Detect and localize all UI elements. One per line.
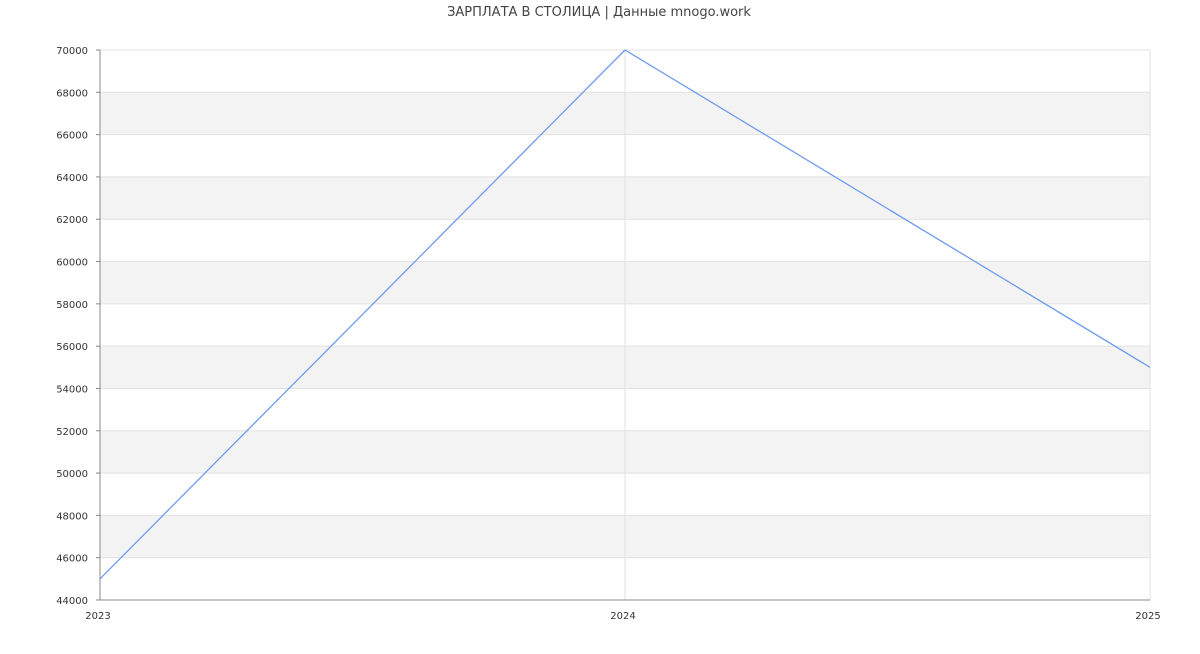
chart-title: ЗАРПЛАТА В СТОЛИЦА | Данные mnogo.work	[447, 5, 751, 20]
y-tick-label: 70000	[56, 46, 88, 57]
x-tick-label: 2024	[610, 611, 635, 622]
y-tick-label: 60000	[56, 258, 88, 269]
y-tick-label: 62000	[56, 215, 88, 226]
y-tick-label: 50000	[56, 469, 88, 480]
y-tick-label: 48000	[56, 511, 88, 522]
x-tick-label: 2023	[85, 611, 110, 622]
y-tick-label: 64000	[56, 173, 88, 184]
y-tick-label: 54000	[56, 384, 88, 395]
y-tick-label: 58000	[56, 300, 88, 311]
y-tick-label: 52000	[56, 427, 88, 438]
y-tick-label: 46000	[56, 554, 88, 565]
y-tick-label: 44000	[56, 596, 88, 607]
y-tick-label: 68000	[56, 88, 88, 99]
y-tick-label: 56000	[56, 342, 88, 353]
y-tick-label: 66000	[56, 131, 88, 142]
x-tick-label: 2025	[1135, 611, 1160, 622]
